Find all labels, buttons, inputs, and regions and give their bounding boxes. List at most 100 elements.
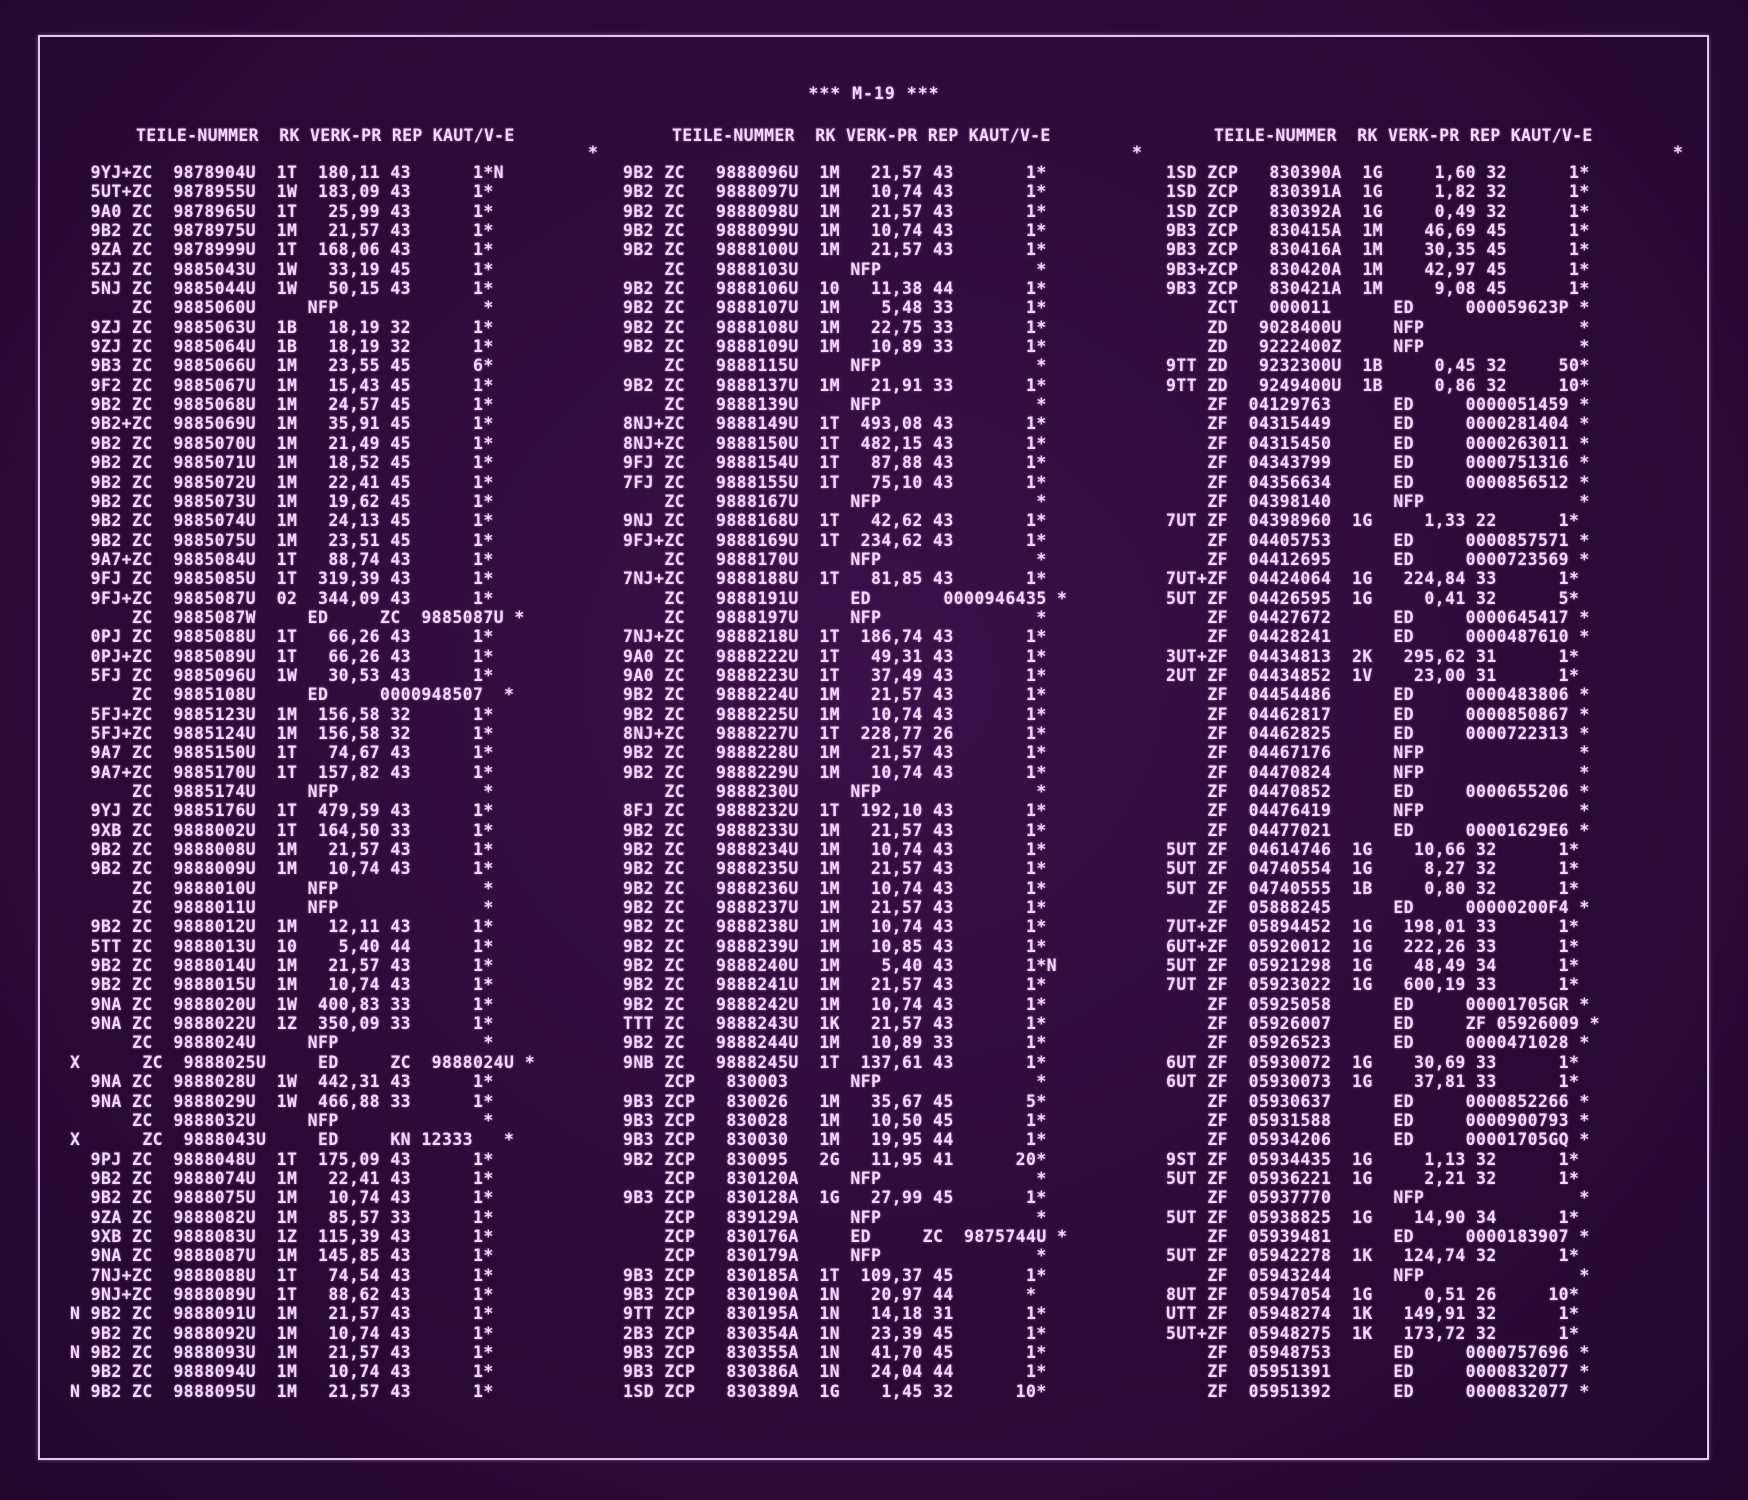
- part-row: 9B2 ZC 9888096U 1M 21,57 43 1*: [623, 163, 1047, 182]
- header-marker: *: [1132, 143, 1142, 162]
- part-row: ZF 04315449 ED 0000281404 *: [1166, 414, 1590, 434]
- part-row: 9B2 ZC 9888098U 1M 21,57 43 1*: [623, 201, 1047, 221]
- part-row: 9B2 ZC 9888097U 1M 10,74 43 1*: [623, 182, 1047, 202]
- part-row: ZF 05934206 ED 00001705GQ *: [1166, 1130, 1590, 1150]
- part-row: 9B3 ZCP 830386A 1N 24,04 44 1*: [623, 1362, 1047, 1382]
- part-row: 8FJ ZC 9888232U 1T 192,10 43 1*: [623, 801, 1047, 821]
- part-row: 9B2 ZC 9888137U 1M 21,91 33 1*: [623, 375, 1047, 395]
- part-row: 9ST ZF 05934435 1G 1,13 32 1*: [1166, 1149, 1580, 1169]
- part-row: 6UT ZF 05930073 1G 37,81 33 1*: [1166, 1072, 1580, 1092]
- part-row: 9B2 ZC 9885074U 1M 24,13 45 1*: [70, 511, 494, 531]
- part-row: 7UT ZF 04398960 1G 1,33 22 1*: [1166, 511, 1580, 531]
- part-row: 9B2 ZC 9888238U 1M 10,74 43 1*: [623, 917, 1047, 937]
- part-row: 9B2 ZC 9885071U 1M 18,52 45 1*: [70, 453, 494, 473]
- part-row: 8NJ+ZC 9888227U 1T 228,77 26 1*: [623, 723, 1047, 743]
- part-row: 7NJ+ZC 9888088U 1T 74,54 43 1*: [70, 1265, 494, 1285]
- printout-border: [38, 35, 1709, 1460]
- part-row: 9B2 ZC 9888012U 1M 12,11 43 1*: [70, 917, 494, 937]
- part-row: 5FJ+ZC 9885123U 1M 156,58 32 1*: [70, 704, 494, 724]
- part-row: TTT ZC 9888243U 1K 21,57 43 1*: [623, 1014, 1047, 1034]
- part-row: 9B3 ZC 9885066U 1M 23,55 45 6*: [70, 356, 494, 376]
- part-row: 5UT ZF 04426595 1G 0,41 32 5*: [1166, 588, 1580, 608]
- part-row: 9B2 ZC 9888094U 1M 10,74 43 1*: [70, 1362, 494, 1382]
- part-row: ZCT 000011 ED 000059623P *: [1166, 298, 1590, 318]
- column-header-3: TEILE-NUMMER RK VERK-PR REP KAUT/V-E: [1214, 126, 1593, 145]
- part-row: 5FJ+ZC 9885124U 1M 156,58 32 1*: [70, 723, 494, 743]
- part-row: ZF 05948753 ED 0000757696 *: [1166, 1342, 1590, 1362]
- part-row: 9B2 ZC 9888075U 1M 10,74 43 1*: [70, 1188, 494, 1208]
- part-row: ZC 9888197U NFP *: [623, 607, 1047, 627]
- part-row: 9B2 ZC 9888242U 1M 10,74 43 1*: [623, 994, 1047, 1014]
- part-row: ZF 04343799 ED 0000751316 *: [1166, 453, 1590, 473]
- part-row: ZC 9888024U NFP *: [70, 1033, 494, 1053]
- part-row: 1SD ZCP 830390A 1G 1,60 32 1*: [1166, 163, 1590, 182]
- part-row: 5UT+ZC 9878955U 1W 183,09 43 1*: [70, 182, 494, 202]
- column-header-1: TEILE-NUMMER RK VERK-PR REP KAUT/V-E: [136, 126, 515, 145]
- part-row: 9NA ZC 9888022U 1Z 350,09 33 1*: [70, 1014, 494, 1034]
- part-row: UTT ZF 05948274 1K 149,91 32 1*: [1166, 1304, 1580, 1324]
- part-row: ZF 05939481 ED 0000183907 *: [1166, 1226, 1590, 1246]
- part-row: ZD 9028400U NFP *: [1166, 317, 1590, 337]
- part-row: 9B2 ZC 9888228U 1M 21,57 43 1*: [623, 743, 1047, 763]
- part-row: 9XB ZC 9888083U 1Z 115,39 43 1*: [70, 1226, 494, 1246]
- part-row: 5UT ZF 04740554 1G 8,27 32 1*: [1166, 859, 1580, 879]
- part-row: 9ZA ZC 9888082U 1M 85,57 33 1*: [70, 1207, 494, 1227]
- part-row: 8UT ZF 05947054 1G 0,51 26 10*: [1166, 1284, 1580, 1304]
- part-row: 5UT ZF 05921298 1G 48,49 34 1*: [1166, 956, 1580, 976]
- part-row: ZF 04467176 NFP *: [1166, 743, 1590, 763]
- part-row: 9B2 ZC 9888074U 1M 22,41 43 1*: [70, 1168, 494, 1188]
- part-row: 9B3 ZCP 830421A 1M 9,08 45 1*: [1166, 279, 1590, 299]
- part-row: X ZC 9888043U ED KN 12333 *: [70, 1130, 515, 1150]
- part-row: 6UT+ZF 05920012 1G 222,26 33 1*: [1166, 936, 1580, 956]
- part-row: 9B2 ZC 9888237U 1M 21,57 43 1*: [623, 898, 1047, 918]
- part-row: 9B2 ZC 9888014U 1M 21,57 43 1*: [70, 956, 494, 976]
- part-row: ZF 04477021 ED 00001629E6 *: [1166, 820, 1590, 840]
- part-row: 1SD ZCP 830391A 1G 1,82 32 1*: [1166, 182, 1590, 202]
- part-row: 9B2 ZC 9885073U 1M 19,62 45 1*: [70, 491, 494, 511]
- part-row: ZF 04356634 ED 0000856512 *: [1166, 472, 1590, 492]
- part-row: 0PJ+ZC 9885089U 1T 66,26 43 1*: [70, 646, 494, 666]
- part-row: 9B2 ZC 9885068U 1M 24,57 45 1*: [70, 395, 494, 415]
- part-row: 9A0 ZC 9878965U 1T 25,99 43 1*: [70, 201, 494, 221]
- part-row: 8NJ+ZC 9888149U 1T 493,08 43 1*: [623, 414, 1047, 434]
- part-row: 9NA ZC 9888029U 1W 466,88 33 1*: [70, 1091, 494, 1111]
- part-row: 9B2 ZC 9888225U 1M 10,74 43 1*: [623, 704, 1047, 724]
- part-row: 9F2 ZC 9885067U 1M 15,43 45 1*: [70, 375, 494, 395]
- part-row: 2B3 ZCP 830354A 1N 23,39 45 1*: [623, 1323, 1047, 1343]
- part-row: ZF 04454486 ED 0000483806 *: [1166, 685, 1590, 705]
- part-row: 5UT ZF 05942278 1K 124,74 32 1*: [1166, 1246, 1580, 1266]
- part-row: ZF 05926523 ED 0000471028 *: [1166, 1033, 1590, 1053]
- part-row: ZF 04427672 ED 0000645417 *: [1166, 607, 1590, 627]
- part-row: 9FJ ZC 9885085U 1T 319,39 43 1*: [70, 569, 494, 589]
- part-row: 7UT+ZF 05894452 1G 198,01 33 1*: [1166, 917, 1580, 937]
- part-row: 9B2 ZC 9888100U 1M 21,57 43 1*: [623, 240, 1047, 260]
- part-row: 9B2 ZC 9888099U 1M 10,74 43 1*: [623, 221, 1047, 241]
- part-row: ZF 05925058 ED 00001705GR *: [1166, 994, 1590, 1014]
- part-row: 0PJ ZC 9885088U 1T 66,26 43 1*: [70, 627, 494, 647]
- part-row: 5UT ZF 05938825 1G 14,90 34 1*: [1166, 1207, 1580, 1227]
- part-row: 9A0 ZC 9888222U 1T 49,31 43 1*: [623, 646, 1047, 666]
- part-row: 9B2 ZC 9888239U 1M 10,85 43 1*: [623, 936, 1047, 956]
- part-row: ZF 04462825 ED 0000722313 *: [1166, 723, 1590, 743]
- part-row: 5UT+ZF 05948275 1K 173,72 32 1*: [1166, 1323, 1580, 1343]
- part-row: ZC 9888139U NFP *: [623, 395, 1047, 415]
- part-row: 9ZJ ZC 9885064U 1B 18,19 32 1*: [70, 337, 494, 357]
- parts-column-3: 1SD ZCP 830390A 1G 1,60 32 1* 1SD ZCP 830…: [1166, 163, 1600, 1401]
- part-row: 9NB ZC 9888245U 1T 137,61 43 1*: [623, 1052, 1047, 1072]
- part-row: 9B2 ZC 9888008U 1M 21,57 43 1*: [70, 840, 494, 860]
- part-row: 5UT ZF 04614746 1G 10,66 32 1*: [1166, 840, 1580, 860]
- part-row: ZC 9888115U NFP *: [623, 356, 1047, 376]
- part-row: 5UT ZF 05936221 1G 2,21 32 1*: [1166, 1168, 1580, 1188]
- part-row: 9NJ+ZC 9888089U 1T 88,62 43 1*: [70, 1284, 494, 1304]
- part-row: 9A7+ZC 9885084U 1T 88,74 43 1*: [70, 549, 494, 569]
- part-row: 9FJ+ZC 9885087U 02 344,09 43 1*: [70, 588, 494, 608]
- part-row: ZF 04428241 ED 0000487610 *: [1166, 627, 1590, 647]
- part-row: ZCP 830120A NFP *: [623, 1168, 1047, 1188]
- page-title: *** M-19 ***: [808, 84, 940, 103]
- header-marker: *: [588, 143, 598, 162]
- part-row: 9A7+ZC 9885170U 1T 157,82 43 1*: [70, 762, 494, 782]
- part-row: 9B2 ZC 9888241U 1M 21,57 43 1*: [623, 975, 1047, 995]
- parts-column-1: 9YJ+ZC 9878904U 1T 180,11 43 1*N 5UT+ZC …: [70, 163, 535, 1401]
- part-row: 9A0 ZC 9888223U 1T 37,49 43 1*: [623, 665, 1047, 685]
- part-row: 9B2 ZC 9888106U 10 11,38 44 1*: [623, 279, 1047, 299]
